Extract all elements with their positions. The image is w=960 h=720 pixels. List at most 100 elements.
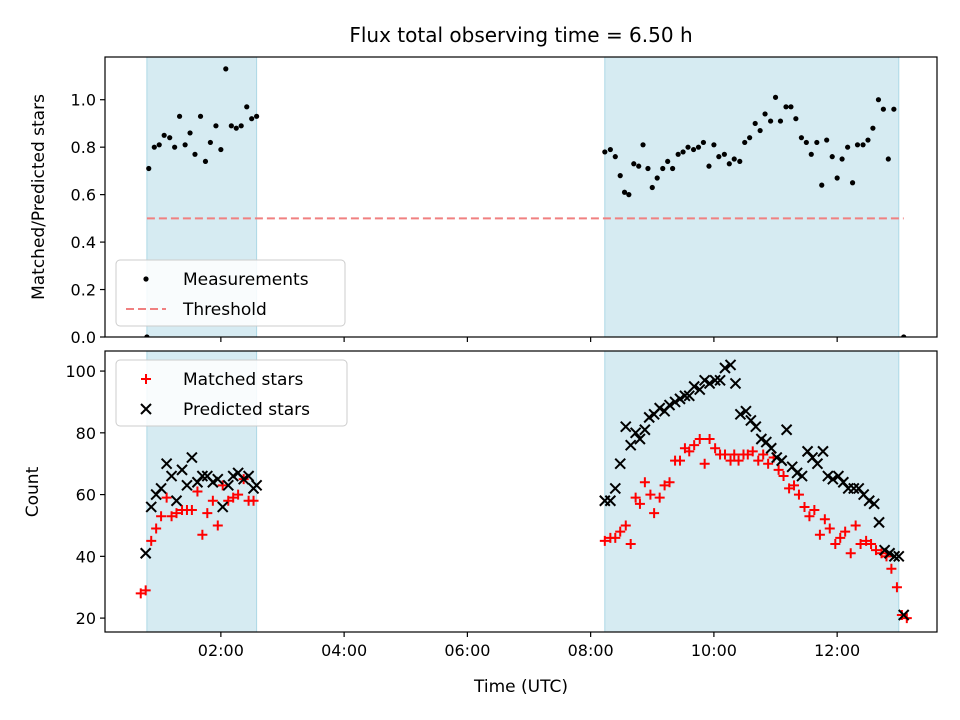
- x-tick-label: 10:00: [691, 641, 737, 660]
- predicted-stars-point: [222, 479, 234, 492]
- predicted-stars-point: [145, 501, 157, 513]
- matched-stars-point: [819, 514, 830, 525]
- measurements-point: [187, 130, 193, 136]
- x-tick-label: 12:00: [814, 641, 860, 660]
- matched-stars-point: [156, 511, 167, 522]
- matched-stars-point: [719, 449, 730, 460]
- y-tick-label: 0.6: [71, 186, 96, 205]
- measurements-point: [808, 151, 814, 157]
- predicted-stars-point: [811, 458, 824, 470]
- measurements-point: [213, 123, 219, 129]
- measurements-point: [731, 156, 737, 162]
- predicted-stars-point: [694, 383, 706, 396]
- predicted-stars-point: [740, 405, 752, 417]
- matched-stars-point: [789, 480, 800, 491]
- predicted-stars-point: [683, 390, 695, 402]
- legend-label: Threshold: [182, 300, 267, 320]
- predicted-stars-point: [165, 470, 178, 482]
- measurements-point: [716, 154, 722, 160]
- matched-stars-point: [830, 538, 841, 549]
- matched-stars-point: [151, 523, 162, 534]
- matched-stars-point: [207, 495, 218, 506]
- predicted-stars-point: [663, 399, 676, 411]
- matched-stars-point: [625, 538, 636, 549]
- matched-stars-point: [814, 529, 825, 540]
- count-y-axis-label: Count: [23, 466, 43, 517]
- measurements-point: [860, 142, 866, 148]
- matched-stars-point: [778, 471, 789, 482]
- measurements-point: [706, 163, 712, 169]
- legend-swatch: [143, 276, 149, 282]
- matched-stars-point: [799, 501, 810, 512]
- measurements-point: [839, 156, 845, 162]
- measurements-point: [875, 97, 882, 103]
- measurements-point: [612, 154, 618, 160]
- measurements-point: [742, 139, 748, 146]
- matched-stars-point: [634, 498, 645, 509]
- measurements-point: [640, 142, 646, 148]
- predicted-stars-point: [873, 516, 885, 529]
- legend-label: Predicted stars: [183, 400, 310, 420]
- predicted-stars-point: [196, 470, 209, 482]
- predicted-stars-point: [719, 362, 731, 374]
- predicted-stars-point: [868, 498, 880, 510]
- measurements-point: [772, 94, 779, 100]
- measurements-point: [849, 180, 856, 186]
- measurements-point: [207, 139, 213, 146]
- matched-stars-point: [891, 582, 902, 593]
- measurements-point: [675, 151, 681, 157]
- x-tick-label: 02:00: [198, 641, 244, 660]
- matched-stars-point: [704, 434, 715, 445]
- matched-stars-point: [850, 520, 861, 531]
- predicted-stars-point: [634, 433, 646, 445]
- matched-stars-point: [835, 532, 846, 543]
- predicted-stars-point: [898, 609, 910, 621]
- matched-stars-point: [620, 520, 631, 531]
- y-tick-label: 1.0: [71, 91, 96, 110]
- measurements-point: [649, 184, 655, 191]
- predicted-stars-point: [170, 495, 183, 507]
- predicted-stars-point: [734, 408, 747, 421]
- matched-stars-point: [615, 526, 626, 537]
- matched-stars-point: [630, 492, 641, 503]
- y-tick-label: 0.4: [71, 233, 96, 252]
- matched-stars-point: [664, 477, 675, 488]
- measurements-point: [146, 165, 152, 172]
- predicted-stars-point: [614, 458, 626, 470]
- predicted-stars-point: [688, 380, 700, 393]
- matched-stars-point: [773, 464, 784, 475]
- matched-stars-point: [758, 449, 769, 460]
- y-tick-label: 0.0: [71, 328, 96, 347]
- measurements-point: [685, 144, 691, 150]
- predicted-stars-point: [750, 420, 762, 433]
- measurements-point: [814, 139, 820, 146]
- y-tick-label: 80: [76, 424, 96, 443]
- measurements-point: [172, 144, 178, 150]
- chart-title: Flux total observing time = 6.50 h: [349, 23, 692, 47]
- matched-stars-point: [161, 492, 172, 503]
- measurements-point: [233, 125, 239, 131]
- measurements-point: [829, 154, 835, 160]
- matched-stars-point: [840, 526, 851, 537]
- y-tick-label: 0.8: [71, 138, 96, 157]
- measurements-point: [192, 151, 198, 157]
- predicted-stars-point: [888, 550, 901, 563]
- observing-interval-band: [604, 56, 900, 338]
- measurements-point: [636, 163, 642, 169]
- matched-stars-point: [639, 477, 650, 488]
- predicted-stars-point: [620, 420, 632, 433]
- predicted-stars-point: [817, 445, 829, 458]
- measurements-point: [854, 142, 861, 148]
- measurements-point: [768, 118, 774, 124]
- predicted-stars-point: [242, 470, 255, 482]
- measurements-point: [880, 106, 886, 112]
- y-tick-label: 60: [76, 486, 96, 505]
- measurements-point: [891, 106, 897, 112]
- measurements-point: [793, 116, 799, 122]
- y-tick-label: 100: [65, 362, 96, 381]
- matched-stars-point: [729, 449, 740, 460]
- matched-stars-point: [733, 455, 744, 466]
- measurements-point: [737, 158, 743, 165]
- matched-stars-point: [233, 489, 244, 500]
- predicted-stars-point: [186, 451, 198, 464]
